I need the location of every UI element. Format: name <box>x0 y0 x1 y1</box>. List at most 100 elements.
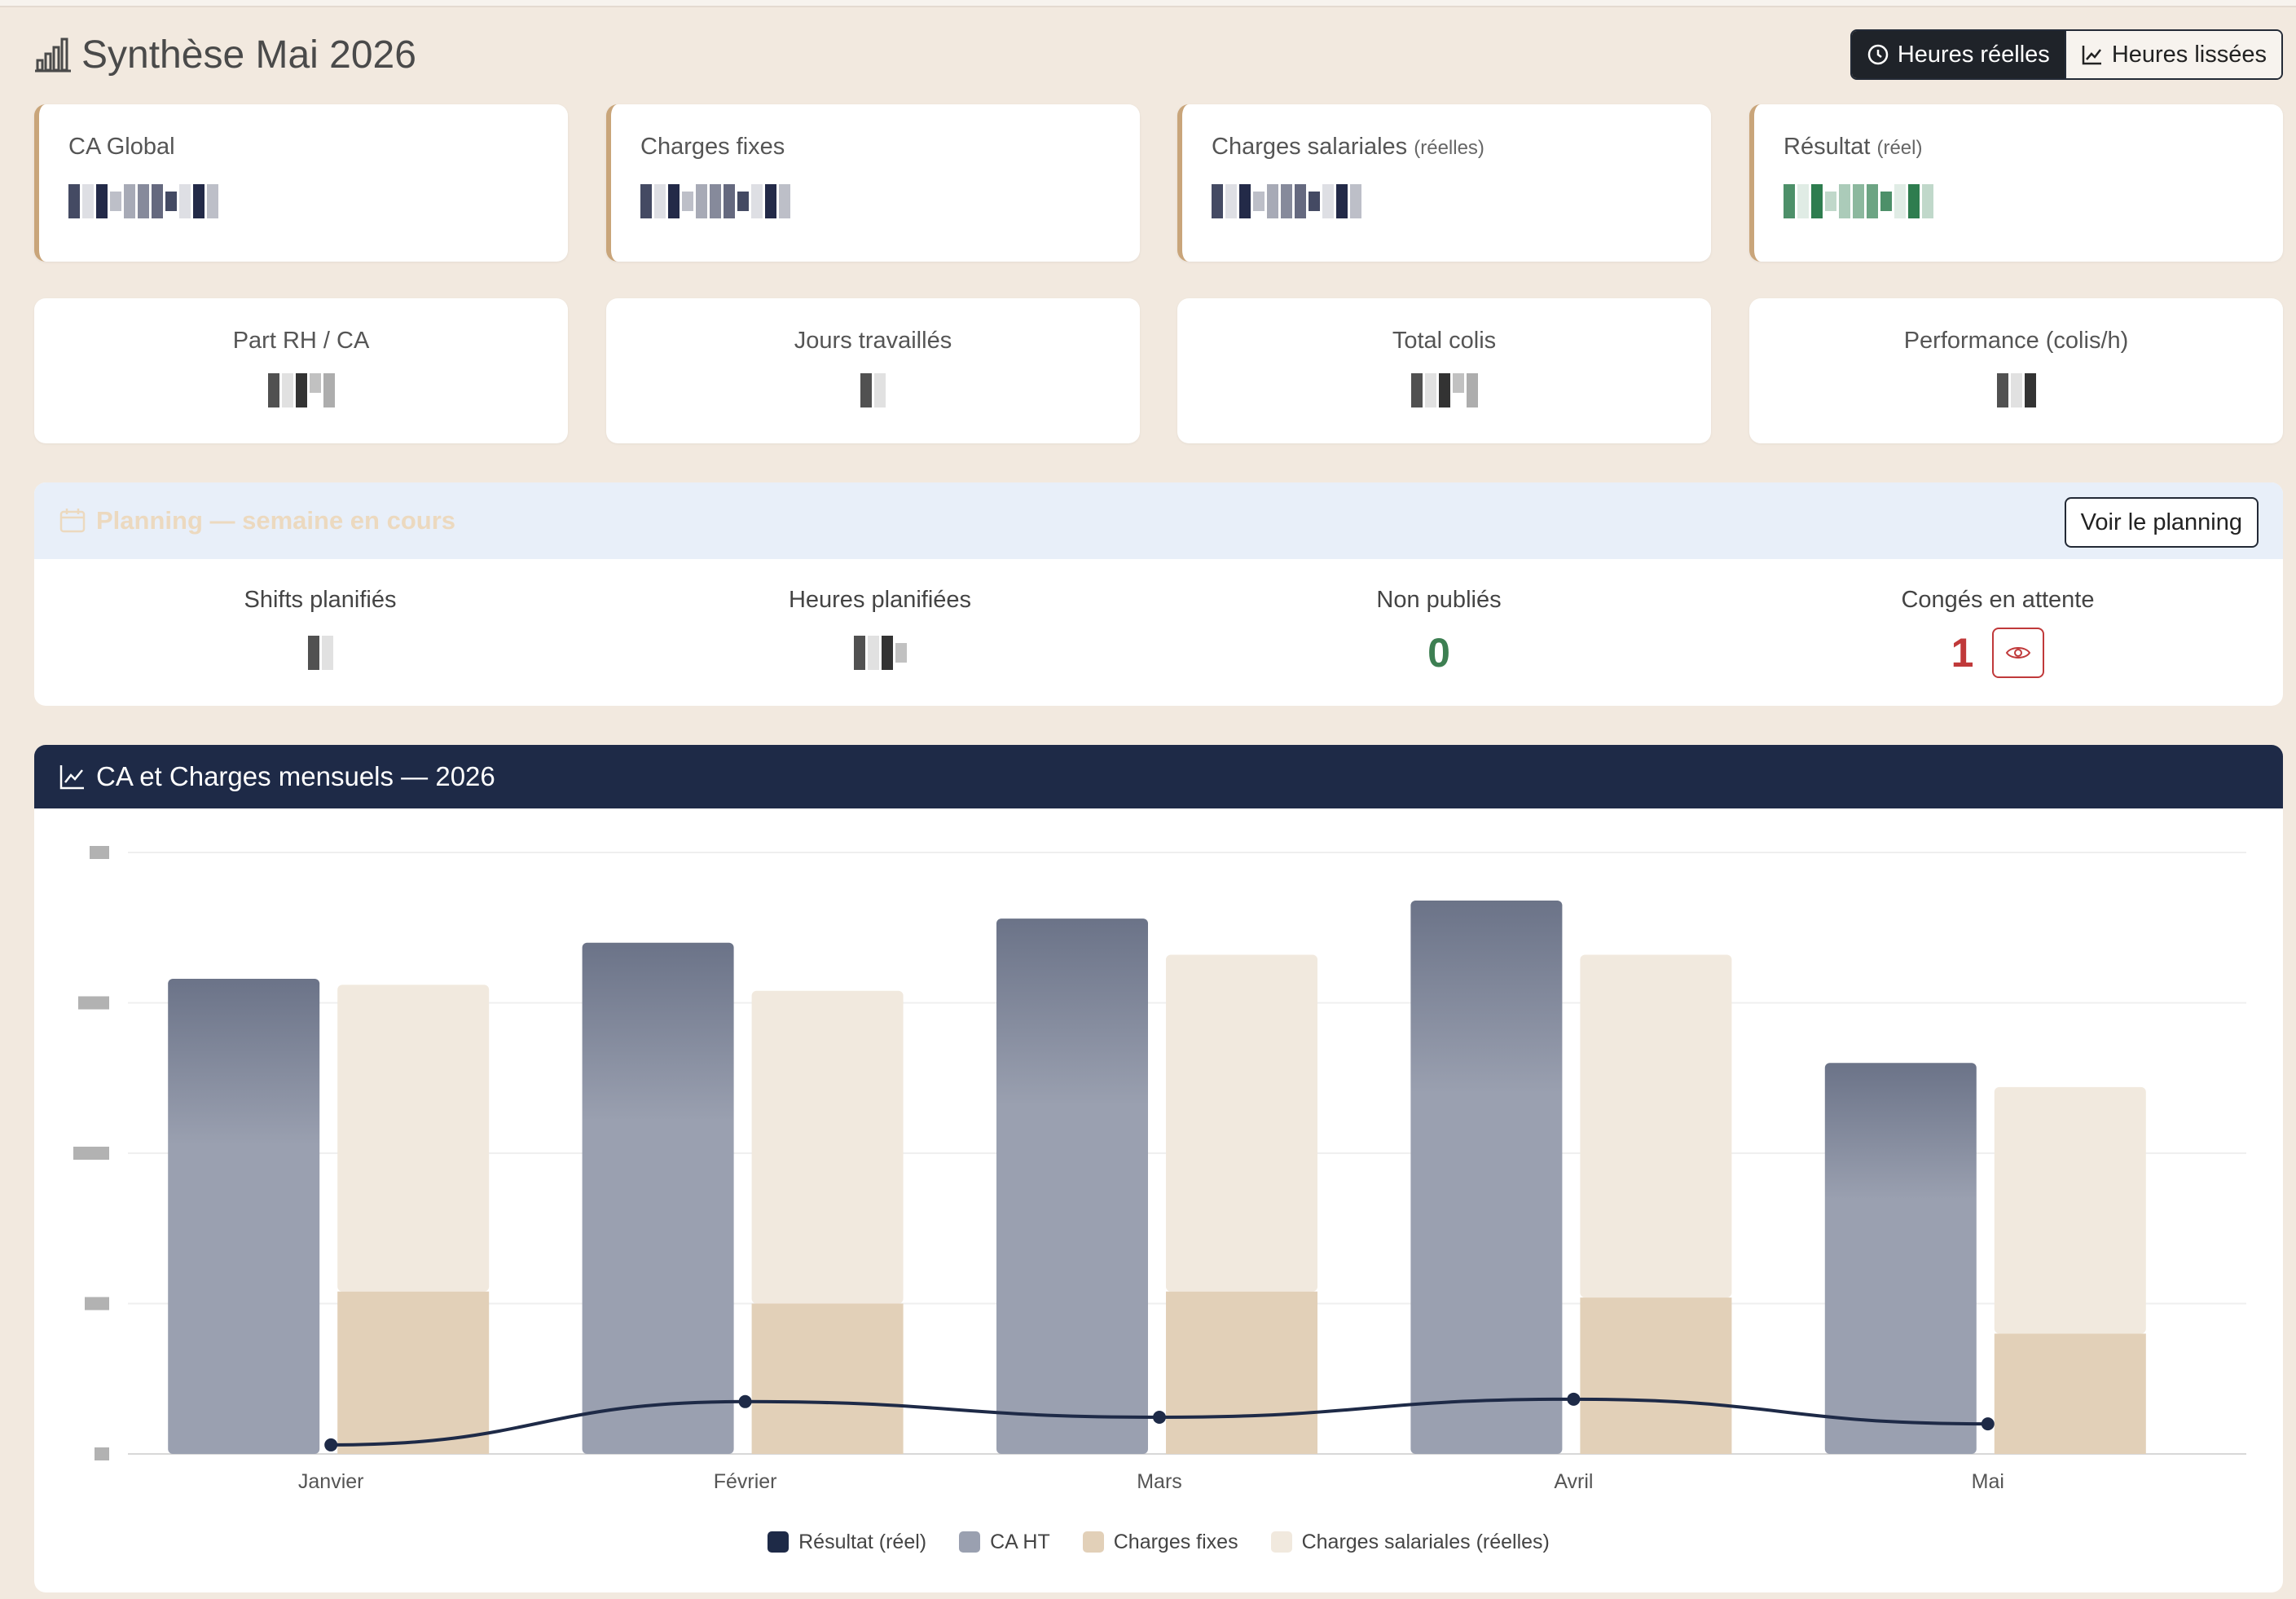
stat-label: Part RH / CA <box>232 328 370 354</box>
redacted-block <box>751 184 763 218</box>
bar-charges-salariales <box>1994 1086 2146 1334</box>
stat-card-performance: Performance (colis/h) <box>1749 298 2283 443</box>
kpi-value-redacted <box>1784 183 1933 220</box>
y-tick-label-redacted <box>85 1297 109 1310</box>
redacted-block <box>654 184 666 218</box>
kpi-value-redacted <box>1212 183 1361 220</box>
y-tick-label-redacted <box>95 1447 109 1460</box>
y-tick-label-redacted <box>78 996 109 1010</box>
toggle-smoothed-hours-label: Heures lissées <box>2111 41 2267 68</box>
redacted-block <box>874 373 886 407</box>
stat-card-colis: Total colis <box>1177 298 1711 443</box>
chart-title-text: CA et Charges mensuels — 2026 <box>96 761 495 791</box>
bar-ca-ht <box>168 978 320 1454</box>
kpi-card-charges-salariales: Charges salariales (réelles) <box>1177 104 1711 262</box>
kpi-label: Charges salariales (réelles) <box>1212 134 1484 160</box>
toggle-smoothed-hours[interactable]: Heures lissées <box>2064 31 2281 78</box>
toggle-real-hours[interactable]: Heures réelles <box>1851 31 2065 78</box>
redacted-block <box>724 184 735 218</box>
eye-icon <box>2006 647 2031 659</box>
non-publies-count: 0 <box>1427 630 1450 676</box>
legend-label: Charges fixes <box>1113 1530 1238 1553</box>
redacted-block <box>1225 184 1237 218</box>
redacted-block <box>881 636 893 670</box>
bar-ca-ht <box>996 918 1148 1454</box>
kpi-label: Charges fixes <box>640 134 785 160</box>
bar-chart-icon <box>35 37 71 73</box>
bar-charges-fixes <box>1166 1291 1317 1454</box>
planning-value-redacted <box>117 630 524 676</box>
view-planning-button[interactable]: Voir le planning <box>2064 497 2259 548</box>
redacted-block <box>1267 184 1278 218</box>
bar-charges-salariales <box>751 990 904 1304</box>
chart-title: CA et Charges mensuels — 2026 <box>59 756 495 797</box>
stat-label: Performance (colis/h) <box>1903 328 2129 354</box>
bar-charges-salariales <box>1580 954 1732 1298</box>
redacted-block <box>1922 184 1933 218</box>
redacted-block <box>1438 373 1450 407</box>
kpi-value-redacted <box>640 183 790 220</box>
planning-col-label: Heures planifiées <box>788 587 972 613</box>
legend-swatch <box>1270 1531 1292 1553</box>
legend-label: CA HT <box>990 1530 1050 1553</box>
redacted-block <box>321 636 333 670</box>
view-conges-button[interactable] <box>1992 628 2045 678</box>
kpi-card-resultat: Résultat (réel) <box>1749 104 2283 262</box>
bar-ca-ht <box>1410 901 1563 1454</box>
stat-label: Total colis <box>1392 328 1497 354</box>
redacted-block <box>281 373 293 407</box>
hours-mode-toggle: Heures réelles Heures lissées <box>1850 29 2283 80</box>
planning-value-redacted <box>676 630 1084 676</box>
legend-item[interactable]: Résultat (réel) <box>768 1526 926 1558</box>
point-resultat <box>1567 1392 1581 1406</box>
legend-swatch <box>1082 1531 1104 1553</box>
legend-swatch <box>768 1531 790 1553</box>
point-resultat <box>1981 1417 1995 1431</box>
redacted-block <box>640 184 652 218</box>
redacted-block <box>867 636 879 670</box>
redacted-block <box>1996 373 2008 407</box>
redacted-block <box>2010 373 2022 407</box>
redacted-block <box>267 373 279 407</box>
redacted-block <box>1239 184 1251 218</box>
chart-legend: Résultat (réel) CA HT Charges fixes Charges… <box>34 1526 2283 1558</box>
point-resultat <box>1153 1410 1166 1424</box>
redacted-block <box>1880 192 1892 211</box>
redacted-block <box>1322 184 1334 218</box>
redacted-block <box>696 184 707 218</box>
legend-item[interactable]: Charges fixes <box>1082 1526 1238 1558</box>
redacted-block <box>765 184 776 218</box>
stat-row: Part RH / CA Jours travaillés Total coli… <box>34 298 2283 443</box>
chart-header: CA et Charges mensuels — 2026 <box>34 745 2283 808</box>
redacted-block <box>1424 373 1436 407</box>
stat-value-redacted <box>34 373 568 409</box>
redacted-block <box>1811 184 1823 218</box>
redacted-block <box>1309 192 1320 211</box>
legend-item[interactable]: CA HT <box>959 1526 1050 1558</box>
planning-header: Planning — semaine en cours Voir le plan… <box>34 482 2283 559</box>
redacted-block <box>1212 184 1223 218</box>
planning-col-label: Congés en attente <box>1901 587 2095 613</box>
point-resultat <box>324 1438 338 1451</box>
redacted-block <box>860 373 872 407</box>
redacted-block <box>1853 184 1864 218</box>
kpi-label: CA Global <box>68 134 175 160</box>
redacted-block <box>2024 373 2036 407</box>
planning-panel: Planning — semaine en cours Voir le plan… <box>34 482 2283 706</box>
legend-swatch <box>959 1531 981 1553</box>
line-chart-icon <box>59 765 84 790</box>
stat-value-redacted <box>606 373 1140 409</box>
redacted-block <box>323 373 335 407</box>
bar-charges-fixes <box>1994 1333 2146 1454</box>
redacted-block <box>152 184 163 218</box>
stat-value-redacted <box>1177 373 1711 409</box>
redacted-block <box>895 643 907 663</box>
toggle-real-hours-label: Heures réelles <box>1897 41 2050 68</box>
legend-item[interactable]: Charges salariales (réelles) <box>1270 1526 1550 1558</box>
redacted-block <box>1784 184 1795 218</box>
redacted-block <box>853 636 865 670</box>
bar-ca-ht <box>582 942 734 1454</box>
chart-panel: CA et Charges mensuels — 2026 Janvier Fév… <box>34 745 2283 1592</box>
x-tick-label: Mars <box>1137 1470 1182 1493</box>
planning-col-conges: Congés en attente 1 <box>1794 587 2201 678</box>
